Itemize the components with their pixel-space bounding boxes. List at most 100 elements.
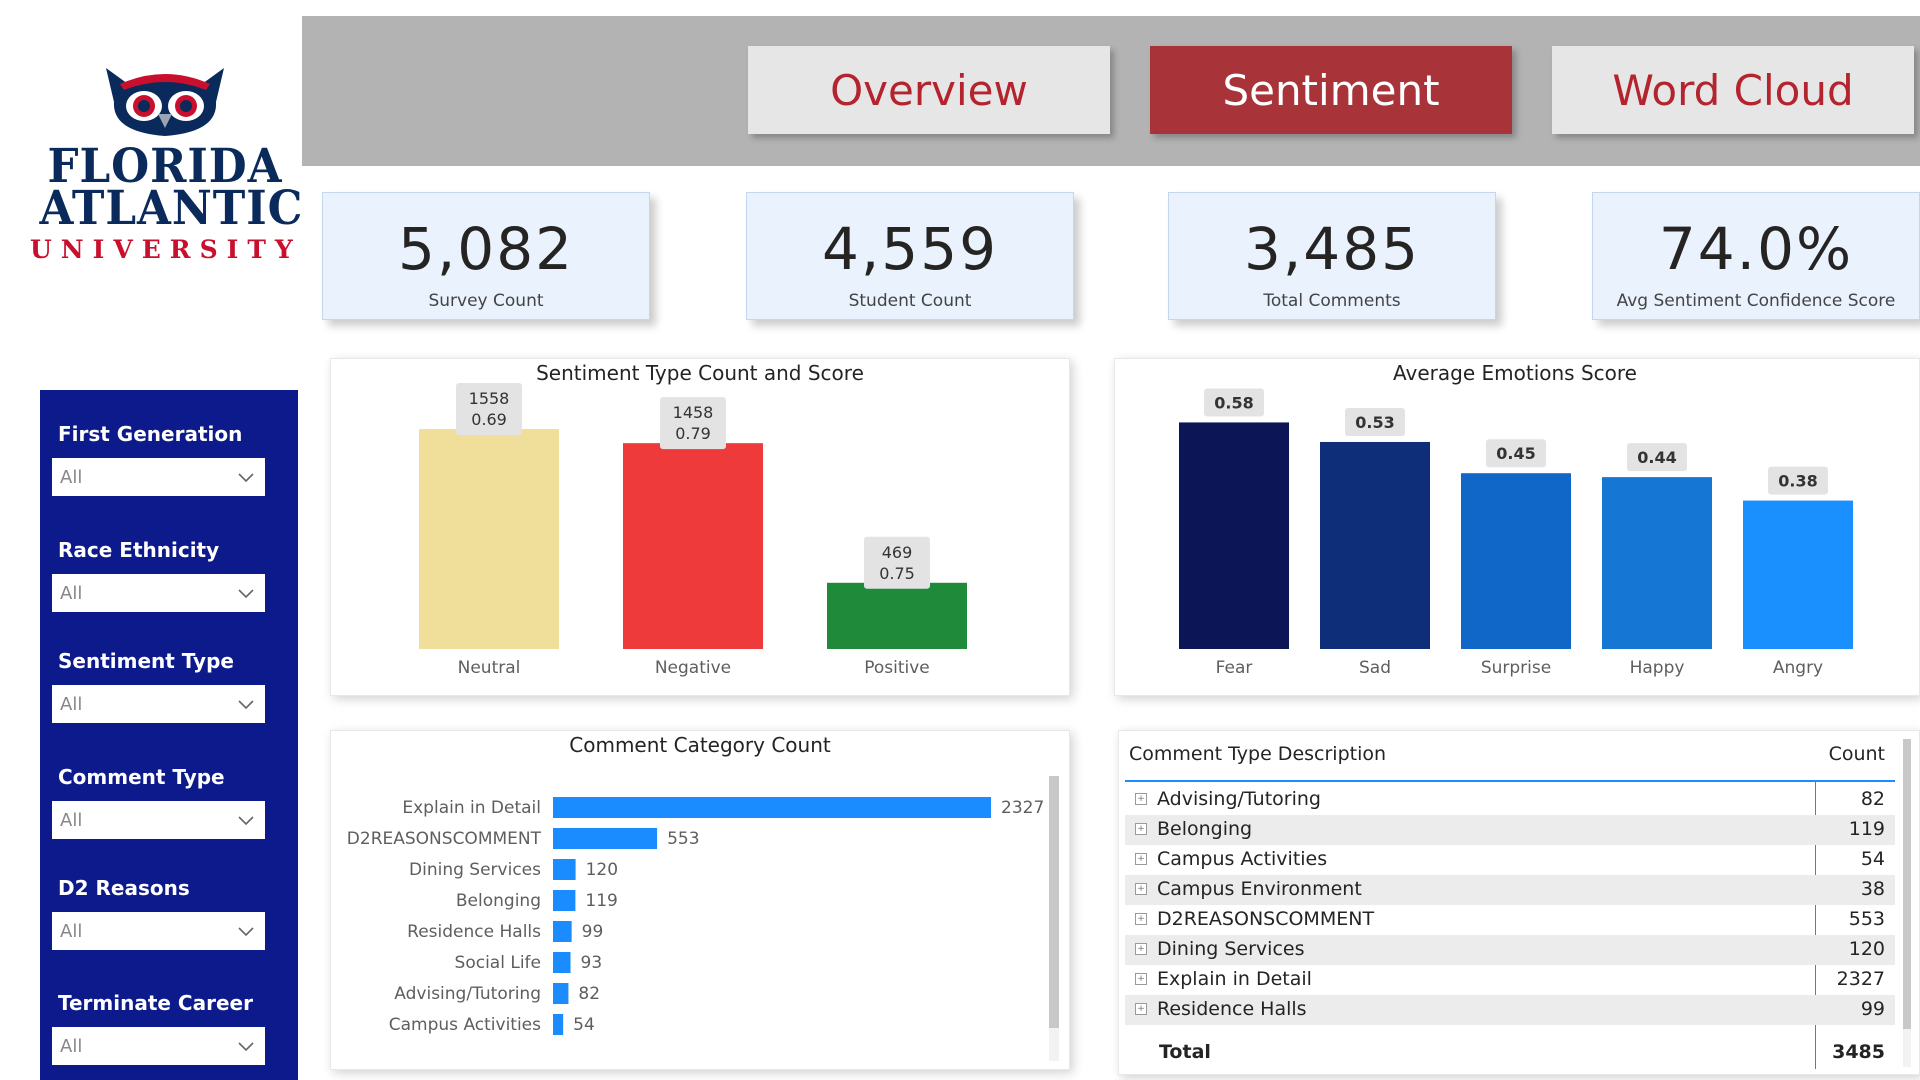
logo-line-florida: FLORIDA [47, 139, 283, 194]
slicer-first-generation[interactable]: All [52, 458, 265, 496]
kpi-value: 5,082 [397, 215, 575, 283]
table-row[interactable]: + Campus Activities 54 [1125, 845, 1895, 875]
x-tick-label: Surprise [1481, 658, 1551, 678]
plus-square-icon[interactable]: + [1135, 943, 1147, 955]
bar-category[interactable] [553, 1014, 564, 1035]
row-description: Advising/Tutoring [1157, 788, 1321, 810]
bar-neutral[interactable] [419, 429, 559, 649]
row-count: 553 [1848, 908, 1885, 930]
university-logo: FLORIDA ATLANTIC UNIVERSITY [30, 62, 304, 264]
x-tick-label: Angry [1773, 658, 1823, 678]
data-label-score: 0.69 [471, 410, 507, 429]
table-scrollbar-track[interactable] [1903, 739, 1911, 1067]
data-label-count: 469 [882, 543, 913, 562]
table-header-description[interactable]: Comment Type Description [1129, 743, 1387, 765]
bar-category[interactable] [553, 952, 571, 973]
slicer-d2-reasons[interactable]: All [52, 912, 265, 950]
slicer-sentiment-type[interactable]: All [52, 685, 265, 723]
sentiment-type-chart: 1558 0.69 Neutral 1458 0.79 Negative 469 0.75 Po… [419, 383, 967, 678]
bar-category[interactable] [553, 983, 569, 1004]
kpi-label: Avg Sentiment Confidence Score [1616, 291, 1896, 311]
sentiment-type-chart-panel: Sentiment Type Count and Score 1558 0.69 N… [330, 358, 1070, 696]
vertical-scrollbar-thumb[interactable] [1049, 776, 1059, 1028]
table-row[interactable]: + Dining Services 120 [1125, 935, 1895, 965]
bar-positive[interactable] [827, 582, 967, 649]
table-row[interactable]: + Explain in Detail 2327 [1125, 965, 1895, 995]
slicer-title-race-ethnicity: Race Ethnicity [58, 538, 220, 562]
plus-square-icon[interactable]: + [1135, 853, 1147, 865]
column-divider [1815, 782, 1816, 1069]
row-count: 2327 [1836, 968, 1885, 990]
row-description: Explain in Detail [1157, 968, 1312, 990]
comment-type-table: Comment Type Description Count + Advisin… [1118, 730, 1920, 1075]
table-scrollbar-thumb[interactable] [1903, 739, 1911, 1029]
x-tick-label: Sad [1359, 658, 1391, 678]
kpi-value: 4,559 [821, 215, 999, 283]
chevron-down-icon [238, 473, 254, 483]
row-count: 54 [1860, 848, 1885, 870]
emotions-chart: 0.58 Fear 0.53 Sad 0.45 Surprise 0.44 Happy 0.38… [1179, 388, 1853, 678]
logo-line-atlantic: ATLANTIC [39, 181, 304, 236]
chevron-down-icon [238, 1042, 254, 1052]
slicer-value: All [60, 583, 83, 604]
data-label-count: 1458 [673, 403, 714, 422]
slicer-terminate-career[interactable]: All [52, 1027, 265, 1065]
table-row[interactable]: + Advising/Tutoring 82 [1125, 785, 1895, 815]
plus-square-icon[interactable]: + [1135, 973, 1147, 985]
row-description: Dining Services [1157, 938, 1305, 960]
y-tick-label: D2REASONSCOMMENT [347, 829, 542, 849]
table-row[interactable]: + Belonging 119 [1125, 815, 1895, 845]
plus-square-icon[interactable]: + [1135, 883, 1147, 895]
x-tick-label: Fear [1216, 658, 1253, 678]
slicer-race-ethnicity[interactable]: All [52, 574, 265, 612]
bar-category[interactable] [553, 797, 991, 818]
row-count: 120 [1848, 938, 1885, 960]
table-header-count[interactable]: Count [1828, 743, 1885, 765]
table-row[interactable]: + Residence Halls 99 [1125, 995, 1895, 1025]
data-label: 0.44 [1637, 448, 1676, 467]
chart-title: Comment Category Count [569, 733, 831, 757]
bar-angry[interactable] [1743, 500, 1853, 649]
plus-square-icon[interactable]: + [1135, 913, 1147, 925]
chevron-down-icon [238, 816, 254, 826]
bar-sad[interactable] [1320, 441, 1430, 649]
plus-square-icon[interactable]: + [1135, 1003, 1147, 1015]
data-label: 99 [582, 922, 604, 942]
slicer-title-sentiment-type: Sentiment Type [58, 649, 234, 673]
bar-happy[interactable] [1602, 477, 1712, 649]
data-label: 0.53 [1355, 413, 1394, 432]
comment-category-chart-panel: Comment Category Count Explain in Detail… [330, 730, 1070, 1070]
bar-category[interactable] [553, 921, 572, 942]
slicer-comment-type[interactable]: All [52, 801, 265, 839]
plus-square-icon[interactable]: + [1135, 793, 1147, 805]
tab-word-cloud[interactable]: Word Cloud [1552, 46, 1914, 134]
data-label-score: 0.79 [675, 424, 711, 443]
data-label: 0.58 [1214, 393, 1253, 412]
bar-negative[interactable] [623, 443, 763, 649]
logo-line-university: UNIVERSITY [30, 235, 302, 264]
bar-fear[interactable] [1179, 422, 1289, 649]
chevron-down-icon [238, 927, 254, 937]
row-description: Campus Activities [1157, 848, 1328, 870]
y-tick-label: Belonging [456, 891, 541, 911]
bar-category[interactable] [553, 828, 658, 849]
plus-square-icon[interactable]: + [1135, 823, 1147, 835]
bar-category[interactable] [553, 890, 576, 911]
bar-surprise[interactable] [1461, 473, 1571, 649]
data-label: 119 [585, 891, 617, 911]
bar-category[interactable] [553, 859, 576, 880]
slicer-title-first-generation: First Generation [58, 422, 243, 446]
row-description: D2REASONSCOMMENT [1157, 908, 1375, 930]
table-row[interactable]: + D2REASONSCOMMENT 553 [1125, 905, 1895, 935]
slicer-title-terminate-career: Terminate Career [58, 991, 253, 1015]
vertical-scrollbar-track[interactable] [1049, 776, 1059, 1061]
table-row[interactable]: + Campus Environment 38 [1125, 875, 1895, 905]
chevron-down-icon [238, 589, 254, 599]
tab-overview[interactable]: Overview [748, 46, 1110, 134]
tab-sentiment[interactable]: Sentiment [1150, 46, 1512, 134]
kpi-card-student-count: 4,559 Student Count [746, 192, 1074, 320]
chart-title: Sentiment Type Count and Score [536, 361, 864, 385]
y-tick-label: Social Life [455, 953, 541, 973]
y-tick-label: Dining Services [409, 860, 541, 880]
row-description: Residence Halls [1157, 998, 1307, 1020]
